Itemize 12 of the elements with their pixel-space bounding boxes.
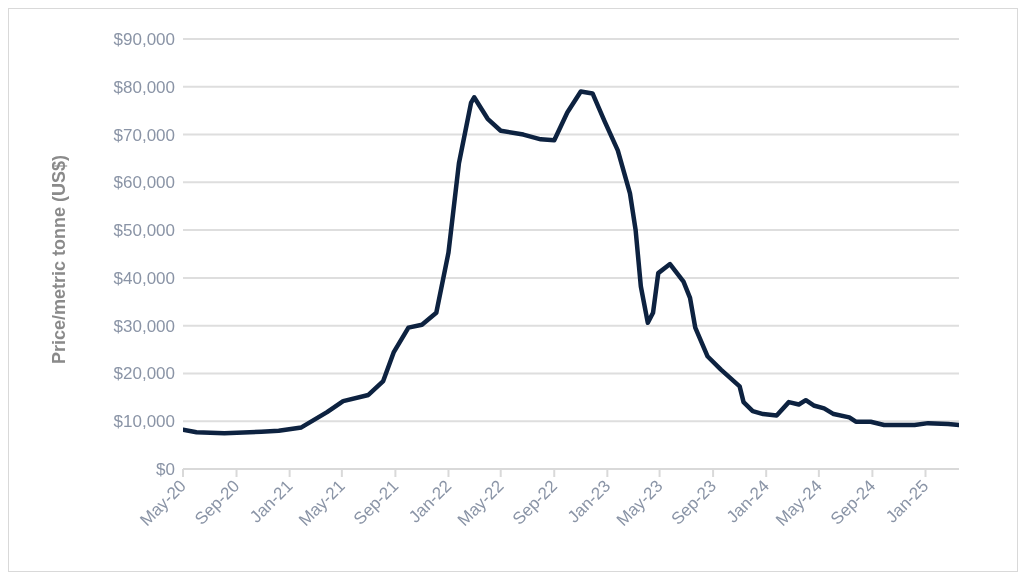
y-tick-label: $90,000 [113, 30, 175, 50]
y-tick-label: $30,000 [113, 316, 175, 336]
y-tick-label: $40,000 [113, 268, 175, 288]
y-tick-label: $10,000 [113, 412, 175, 432]
line-series [183, 89, 959, 436]
y-tick-label: $60,000 [113, 173, 175, 193]
y-tick-label: $80,000 [113, 77, 175, 97]
y-tick-label: $0 [156, 460, 175, 480]
y-tick-label: $70,000 [113, 125, 175, 145]
y-tick-label: $50,000 [113, 221, 175, 241]
y-tick-label: $20,000 [113, 364, 175, 384]
y-axis-title: Price/metric tonne (US$) [49, 154, 70, 364]
